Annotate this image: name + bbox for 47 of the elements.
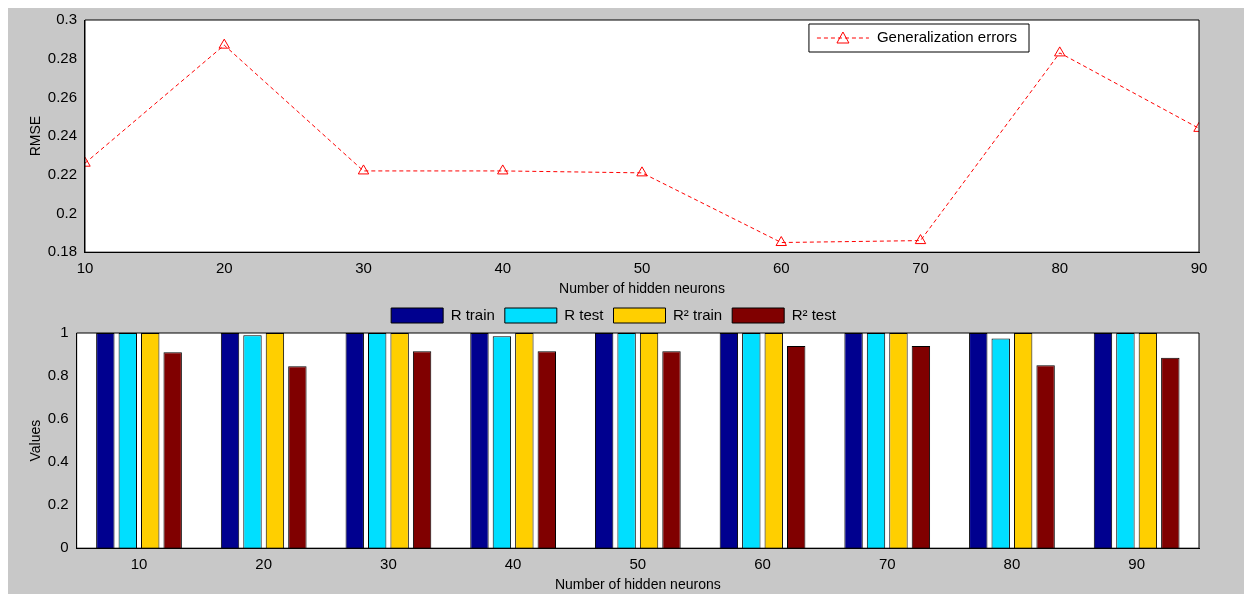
y-tick-label: 0.26 [47, 87, 77, 105]
x-tick-label: 90 [1190, 259, 1208, 277]
legend-label: R² train [673, 305, 723, 323]
y-tick-label: 0.22 [47, 164, 77, 182]
point [497, 164, 509, 175]
point [1054, 46, 1066, 57]
y-tick-label: 0.18 [47, 242, 77, 260]
x-tick-label: 50 [633, 259, 651, 277]
y-tick-label: 0.24 [47, 126, 77, 144]
x-tick-label: 90 [1128, 555, 1145, 573]
x-tick-label: 70 [878, 555, 896, 573]
x-tick-label: 40 [494, 259, 512, 277]
y-tick-label: 0.8 [47, 366, 69, 384]
y-tick-label: 1 [60, 323, 69, 341]
y-axis-title: Values [27, 419, 44, 462]
y-tick-label: 0.2 [47, 495, 69, 513]
legend-label: R² test [791, 305, 837, 323]
x-tick-label: 30 [380, 555, 397, 573]
x-tick-label: 50 [629, 555, 647, 573]
x-tick-label: 70 [912, 259, 929, 277]
x-tick-label: 80 [1051, 259, 1069, 277]
x-tick-label: 60 [754, 555, 771, 573]
point [218, 38, 230, 49]
point [636, 166, 648, 177]
y-axis-title: RMSE [27, 115, 44, 157]
y-tick-label: 0.6 [47, 409, 69, 427]
x-tick-label: 80 [1003, 555, 1021, 573]
legend-label: Generalization errors [876, 28, 1017, 46]
y-tick-label: 0.3 [56, 10, 77, 28]
y-tick-label: 0.2 [56, 203, 77, 221]
x-tick-label: 40 [504, 555, 522, 573]
point [914, 234, 927, 245]
x-tick-label: 10 [76, 259, 94, 277]
x-axis-title: Number of hidden neurons [559, 280, 725, 297]
legend-label: R test [564, 305, 605, 323]
x-tick-label: 20 [255, 555, 273, 573]
point [775, 236, 787, 247]
y-tick-label: 0.4 [47, 452, 69, 470]
x-tick-label: 20 [215, 259, 233, 277]
y-tick-label: 0.28 [47, 48, 77, 66]
x-axis-title: Number of hidden neurons [554, 576, 721, 593]
point [357, 164, 370, 175]
x-tick-label: 30 [355, 259, 372, 277]
legend-label: R train [450, 305, 495, 323]
x-tick-label: 60 [772, 259, 790, 277]
x-tick-label: 10 [130, 555, 148, 573]
y-tick-label: 0 [60, 538, 69, 556]
